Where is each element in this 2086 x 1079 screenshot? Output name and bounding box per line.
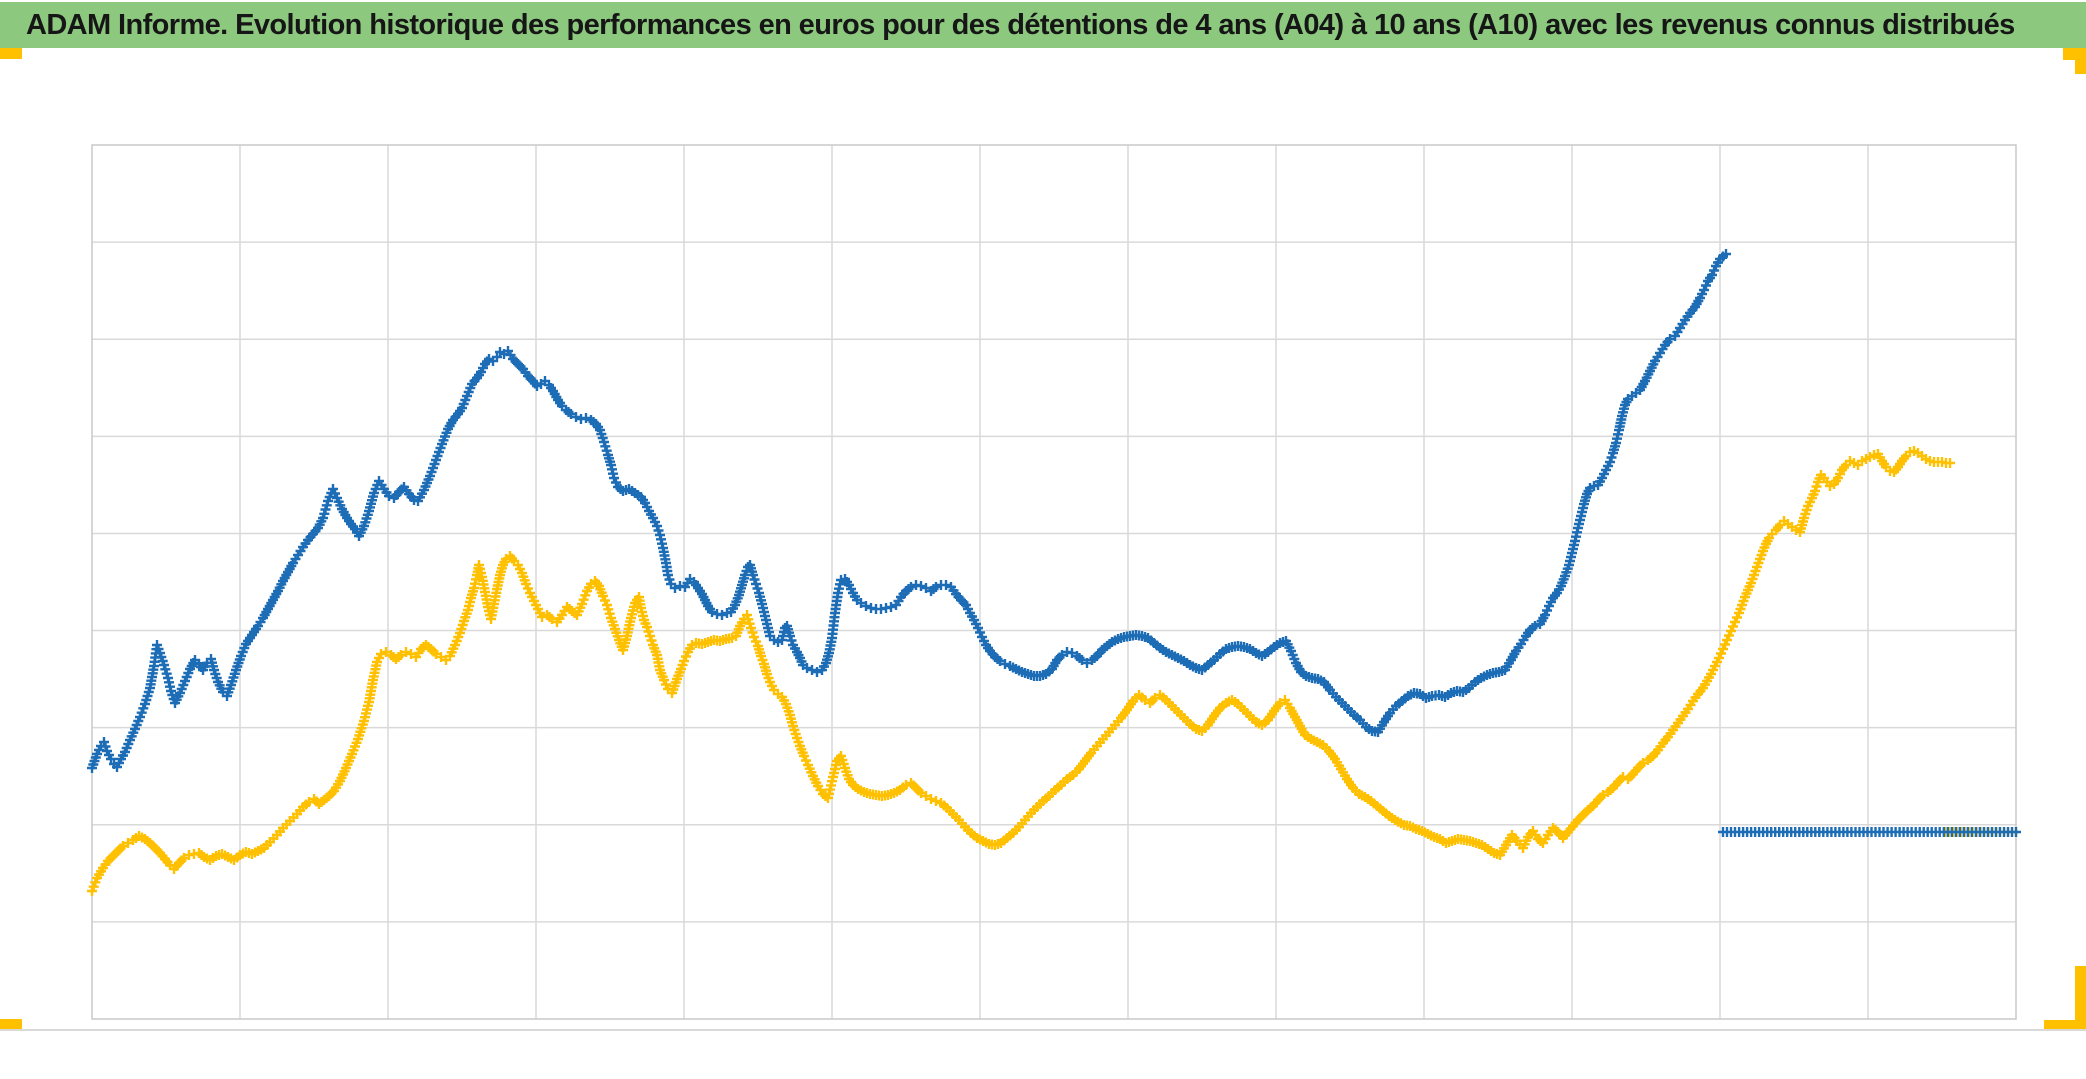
- selection-corner-top-left: [0, 48, 22, 59]
- performance-chart[interactable]: [0, 48, 2086, 1031]
- plot-border: [91, 144, 2017, 1020]
- chart-title: ADAM Informe. Evolution historique des p…: [26, 8, 2015, 41]
- series-jaune-markers[interactable]: [87, 446, 2021, 896]
- chart-gridlines: [91, 144, 2017, 1020]
- series-bleue-markers[interactable]: [87, 249, 2021, 837]
- performance-chart-svg: [87, 144, 2021, 1020]
- sheet-bottom-edge: [0, 1029, 2086, 1031]
- selection-corner-bottom-right-v: [2075, 966, 2086, 1031]
- selection-corner-top-right-v: [2075, 48, 2086, 74]
- chart-title-bar[interactable]: ADAM Informe. Evolution historique des p…: [0, 2, 2086, 48]
- selection-corner-bottom-left: [0, 1019, 22, 1031]
- selection-corner-bottom-right-h: [2044, 1020, 2086, 1031]
- chart-series: [87, 249, 2021, 896]
